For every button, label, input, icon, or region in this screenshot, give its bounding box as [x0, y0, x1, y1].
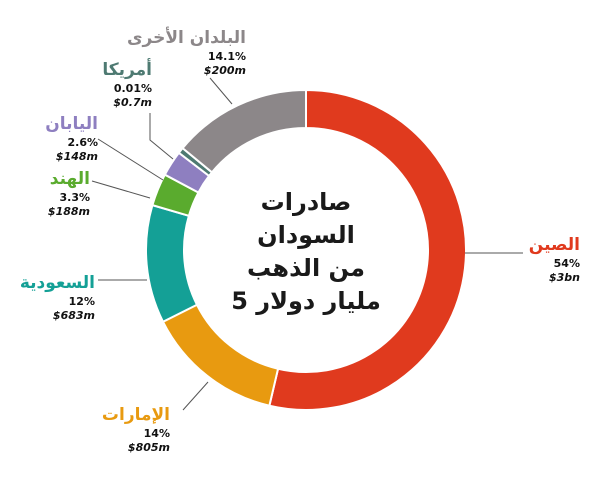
slice-label-name: أمريكا [102, 58, 152, 80]
slice-label-value: $0.7m [113, 96, 152, 109]
donut-slice [145, 203, 199, 324]
center-title-line-2: السودان [257, 221, 355, 249]
leader-line [149, 113, 174, 160]
donut-slice [161, 303, 280, 407]
slice-label-value: $683m [53, 309, 95, 322]
slice-label-percent: 0.01% [114, 82, 152, 95]
donut-slices [145, 88, 467, 411]
slice-label-value: $3bn [549, 271, 580, 284]
slice-label-name: اليابان [45, 114, 98, 134]
leader-lines [91, 77, 523, 411]
slice-label-value: $188m [48, 205, 90, 218]
slice-label-percent: 14.1% [208, 50, 246, 63]
slice-label-name: الهند [50, 169, 90, 189]
slice-label-value: $200m [204, 64, 246, 77]
slice-label-value: $148m [56, 150, 98, 163]
center-title-line-4: 5 مليار دولار [231, 287, 381, 315]
slice-label-name: البلدان الأخرى [127, 27, 246, 48]
leader-line [182, 381, 209, 411]
slice-label-value: $805m [128, 441, 170, 454]
slice-label-percent: 3.3% [59, 191, 90, 204]
leader-line [97, 138, 164, 181]
slice-labels: الصين54%$3bnالإمارات14%$805mالسعودية12%$… [20, 27, 580, 454]
slice-label-percent: 14% [144, 427, 170, 440]
donut-slice [181, 88, 307, 174]
center-title-line-1: صادرات [261, 188, 352, 216]
slice-label-name: الإمارات [102, 405, 170, 425]
slice-label-percent: 2.6% [67, 136, 98, 149]
leader-line [209, 77, 233, 105]
slice-label-name: الصين [529, 235, 580, 255]
slice-label-percent: 12% [69, 295, 95, 308]
center-title-line-3: من الذهب [247, 254, 365, 282]
donut-slice [268, 88, 467, 411]
slice-label-name: السعودية [20, 273, 95, 293]
leader-line [91, 180, 151, 199]
center-title: صادرات السودان من الذهب 5 مليار دولار [231, 188, 381, 315]
slice-label-percent: 54% [554, 257, 580, 270]
